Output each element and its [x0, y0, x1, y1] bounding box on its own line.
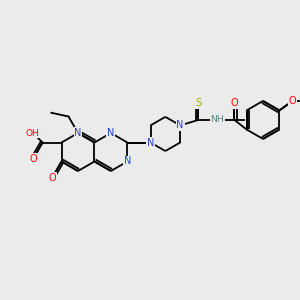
Text: N: N [74, 128, 82, 138]
Text: O: O [29, 154, 37, 164]
Text: N: N [147, 137, 154, 148]
Text: O: O [48, 173, 56, 183]
Text: NH: NH [211, 116, 224, 124]
Text: N: N [107, 128, 115, 138]
Text: N: N [124, 157, 131, 166]
Text: S: S [195, 98, 201, 108]
Text: O: O [289, 96, 296, 106]
Text: N: N [176, 120, 184, 130]
Text: OH: OH [25, 128, 39, 137]
Text: O: O [231, 98, 238, 108]
